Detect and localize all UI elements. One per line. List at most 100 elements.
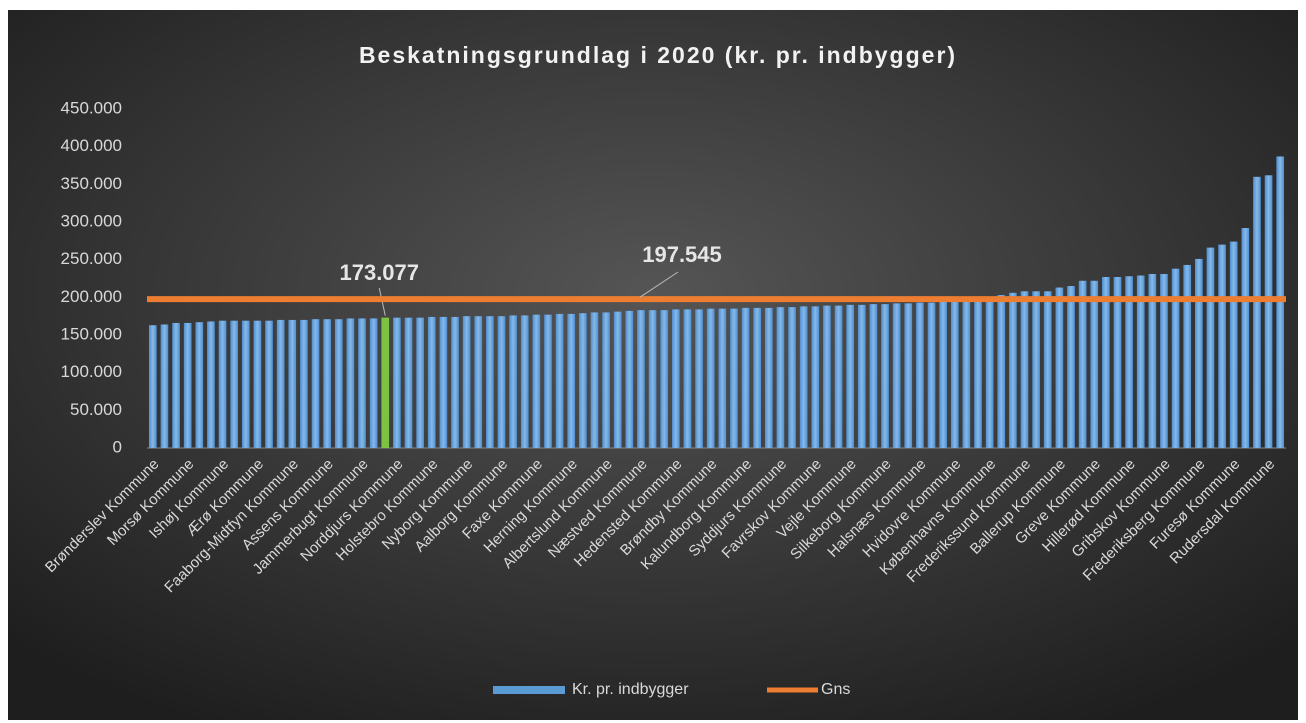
bar bbox=[451, 316, 459, 448]
bar bbox=[811, 306, 820, 448]
data-label: 197.545 bbox=[642, 242, 722, 267]
bar bbox=[230, 320, 239, 448]
bar bbox=[520, 315, 529, 448]
bar bbox=[195, 322, 204, 448]
bar bbox=[974, 300, 982, 448]
bar bbox=[288, 319, 297, 448]
bar bbox=[474, 316, 483, 448]
bar bbox=[1067, 286, 1075, 448]
bar bbox=[172, 322, 180, 448]
bar bbox=[950, 301, 959, 448]
legend-swatch bbox=[493, 686, 565, 694]
bar bbox=[1125, 276, 1133, 448]
bar bbox=[265, 320, 273, 448]
bar bbox=[183, 322, 192, 448]
y-tick-label: 50.000 bbox=[70, 400, 122, 419]
bar bbox=[253, 320, 262, 448]
bar bbox=[416, 317, 424, 448]
bar bbox=[846, 304, 854, 448]
y-tick-label: 200.000 bbox=[61, 287, 122, 306]
bar bbox=[369, 318, 378, 448]
bar bbox=[857, 304, 866, 448]
bar bbox=[1032, 291, 1040, 448]
bar bbox=[683, 309, 692, 448]
bar bbox=[939, 301, 947, 448]
bar bbox=[1136, 275, 1145, 448]
bar bbox=[1194, 258, 1203, 448]
bar bbox=[555, 313, 564, 448]
bar bbox=[799, 306, 808, 448]
bar bbox=[1055, 287, 1064, 448]
bar bbox=[462, 316, 471, 448]
bar bbox=[579, 313, 587, 448]
bar bbox=[567, 313, 576, 448]
bar bbox=[1229, 241, 1238, 448]
bar bbox=[869, 304, 878, 448]
bar bbox=[486, 316, 494, 448]
bar bbox=[427, 316, 436, 448]
bar bbox=[1218, 244, 1226, 448]
bar bbox=[1090, 280, 1099, 448]
bar bbox=[148, 325, 157, 448]
bar bbox=[927, 302, 936, 448]
bar bbox=[613, 311, 622, 448]
bar bbox=[730, 308, 738, 448]
bar bbox=[1043, 291, 1052, 448]
legend-label: Kr. pr. indbygger bbox=[572, 681, 689, 698]
bar bbox=[1264, 175, 1273, 448]
bar bbox=[625, 310, 634, 448]
bar bbox=[276, 319, 285, 448]
bar bbox=[823, 305, 831, 448]
y-tick-label: 150.000 bbox=[61, 324, 122, 343]
bar bbox=[1113, 276, 1122, 448]
bar bbox=[1078, 280, 1087, 448]
bar bbox=[1009, 292, 1017, 448]
bar bbox=[358, 318, 366, 448]
bar bbox=[1171, 268, 1180, 448]
bar bbox=[602, 312, 610, 448]
bar bbox=[497, 316, 506, 448]
bar bbox=[590, 312, 599, 448]
y-tick-label: 250.000 bbox=[61, 249, 122, 268]
bar bbox=[439, 316, 448, 448]
bar bbox=[1253, 176, 1261, 449]
bar bbox=[881, 304, 889, 448]
y-tick-label: 400.000 bbox=[61, 136, 122, 155]
bar bbox=[393, 317, 401, 448]
leader-line bbox=[639, 271, 679, 298]
bar bbox=[637, 310, 645, 448]
legend-label: Gns bbox=[821, 681, 850, 698]
y-tick-label: 0 bbox=[113, 437, 122, 456]
bar bbox=[776, 307, 785, 448]
bar bbox=[892, 303, 901, 448]
bar bbox=[1183, 264, 1192, 448]
bar bbox=[695, 309, 703, 448]
bar bbox=[753, 307, 762, 448]
bar bbox=[764, 307, 773, 448]
bar bbox=[323, 319, 331, 448]
bar bbox=[706, 308, 715, 448]
bar bbox=[997, 295, 1006, 448]
bar bbox=[381, 317, 390, 448]
bar bbox=[1206, 247, 1215, 448]
bar bbox=[334, 319, 343, 448]
bar bbox=[311, 319, 320, 448]
bar bbox=[346, 318, 355, 448]
bar bbox=[509, 315, 517, 448]
bar bbox=[218, 320, 227, 448]
bar bbox=[962, 301, 971, 448]
y-tick-label: 300.000 bbox=[61, 211, 122, 230]
bar bbox=[1241, 228, 1250, 448]
bar bbox=[741, 307, 750, 448]
bar bbox=[1020, 291, 1029, 448]
bar bbox=[916, 302, 924, 448]
bar bbox=[1160, 273, 1168, 448]
y-tick-label: 100.000 bbox=[61, 362, 122, 381]
bar bbox=[300, 319, 308, 448]
bar bbox=[160, 324, 169, 448]
data-label: 173.077 bbox=[339, 260, 419, 285]
bar bbox=[671, 309, 680, 448]
bar bbox=[241, 320, 250, 448]
bar bbox=[660, 310, 669, 448]
y-tick-label: 450.000 bbox=[61, 98, 122, 117]
